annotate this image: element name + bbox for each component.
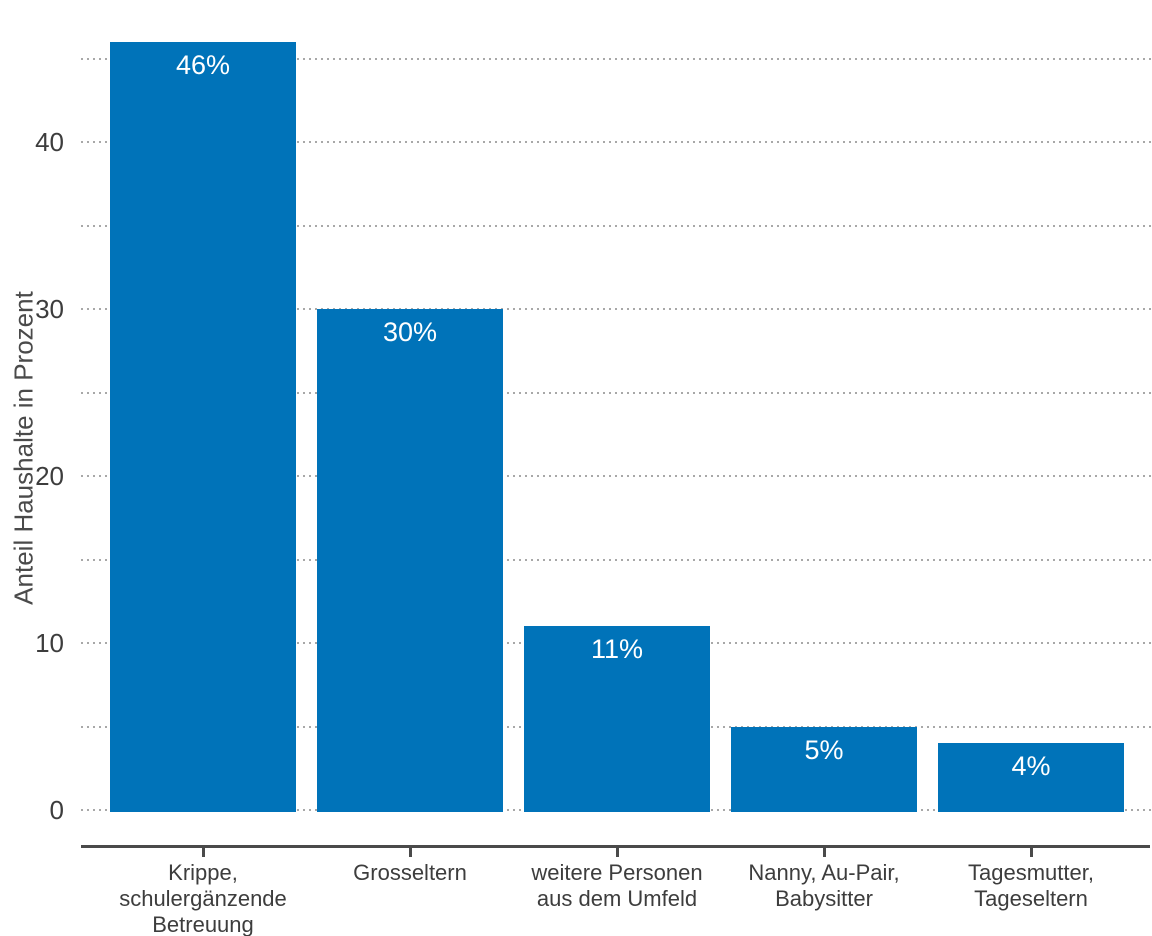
x-tick-1: [202, 845, 205, 857]
y-tick-label-20: 20: [35, 461, 64, 491]
bar-3: [524, 626, 710, 812]
bar-value-label: 46%: [175, 50, 231, 80]
bar-2: [317, 309, 503, 812]
gridline-40: [81, 141, 1152, 143]
x-category-label: Grosseltern: [353, 860, 467, 885]
bar-value-label: 30%: [382, 317, 438, 347]
gridline-45: [81, 58, 1152, 60]
bar-4: [731, 727, 917, 812]
gridline-15: [81, 559, 1152, 561]
bar-value-label: 11%: [590, 634, 644, 664]
x-tick-4: [823, 845, 826, 857]
y-tick-label-0: 0: [49, 795, 64, 825]
bar-5: [938, 743, 1124, 812]
y-tick-label-30: 30: [35, 294, 64, 324]
x-category-label: Krippe, schulergänzende Betreuung: [119, 860, 287, 936]
gridline-20: [81, 475, 1152, 477]
x-tick-5: [1030, 845, 1033, 857]
x-axis-line: [81, 845, 1150, 848]
bar-1: [110, 42, 296, 812]
gridline-35: [81, 225, 1152, 227]
y-tick-label-10: 10: [35, 628, 64, 658]
x-tick-2: [409, 845, 412, 857]
x-tick-3: [616, 845, 619, 857]
y-tick-label-40: 40: [35, 127, 64, 157]
x-category-label: weitere Personen aus dem Umfeld: [531, 860, 703, 911]
bar-value-label: 5%: [804, 735, 844, 765]
gridline-25: [81, 392, 1152, 394]
gridline-30: [81, 308, 1152, 310]
x-category-label: Nanny, Au-Pair, Babysitter: [748, 860, 900, 911]
y-axis-title: Anteil Haushalte in Prozent: [8, 291, 39, 605]
x-category-label: Tagesmutter, Tageseltern: [968, 860, 1094, 911]
bar-value-label: 4%: [1011, 751, 1051, 781]
